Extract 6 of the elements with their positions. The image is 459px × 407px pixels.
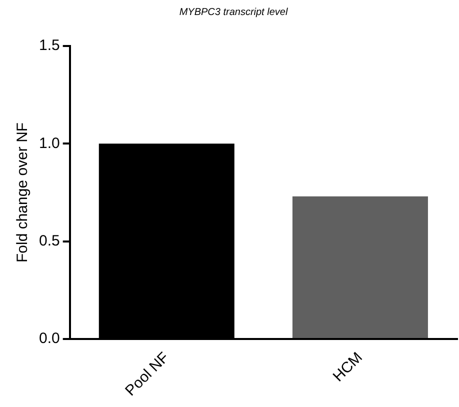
y-tick-label: 0.5 — [38, 232, 60, 250]
y-tick-label: 1.5 — [38, 37, 60, 54]
y-axis-title: Fold change over NF — [14, 122, 32, 263]
y-tick-label: 1.0 — [38, 134, 60, 152]
chart-title: MYBPC3 transcript level — [179, 6, 288, 18]
y-tick-label: 0.0 — [38, 330, 60, 348]
